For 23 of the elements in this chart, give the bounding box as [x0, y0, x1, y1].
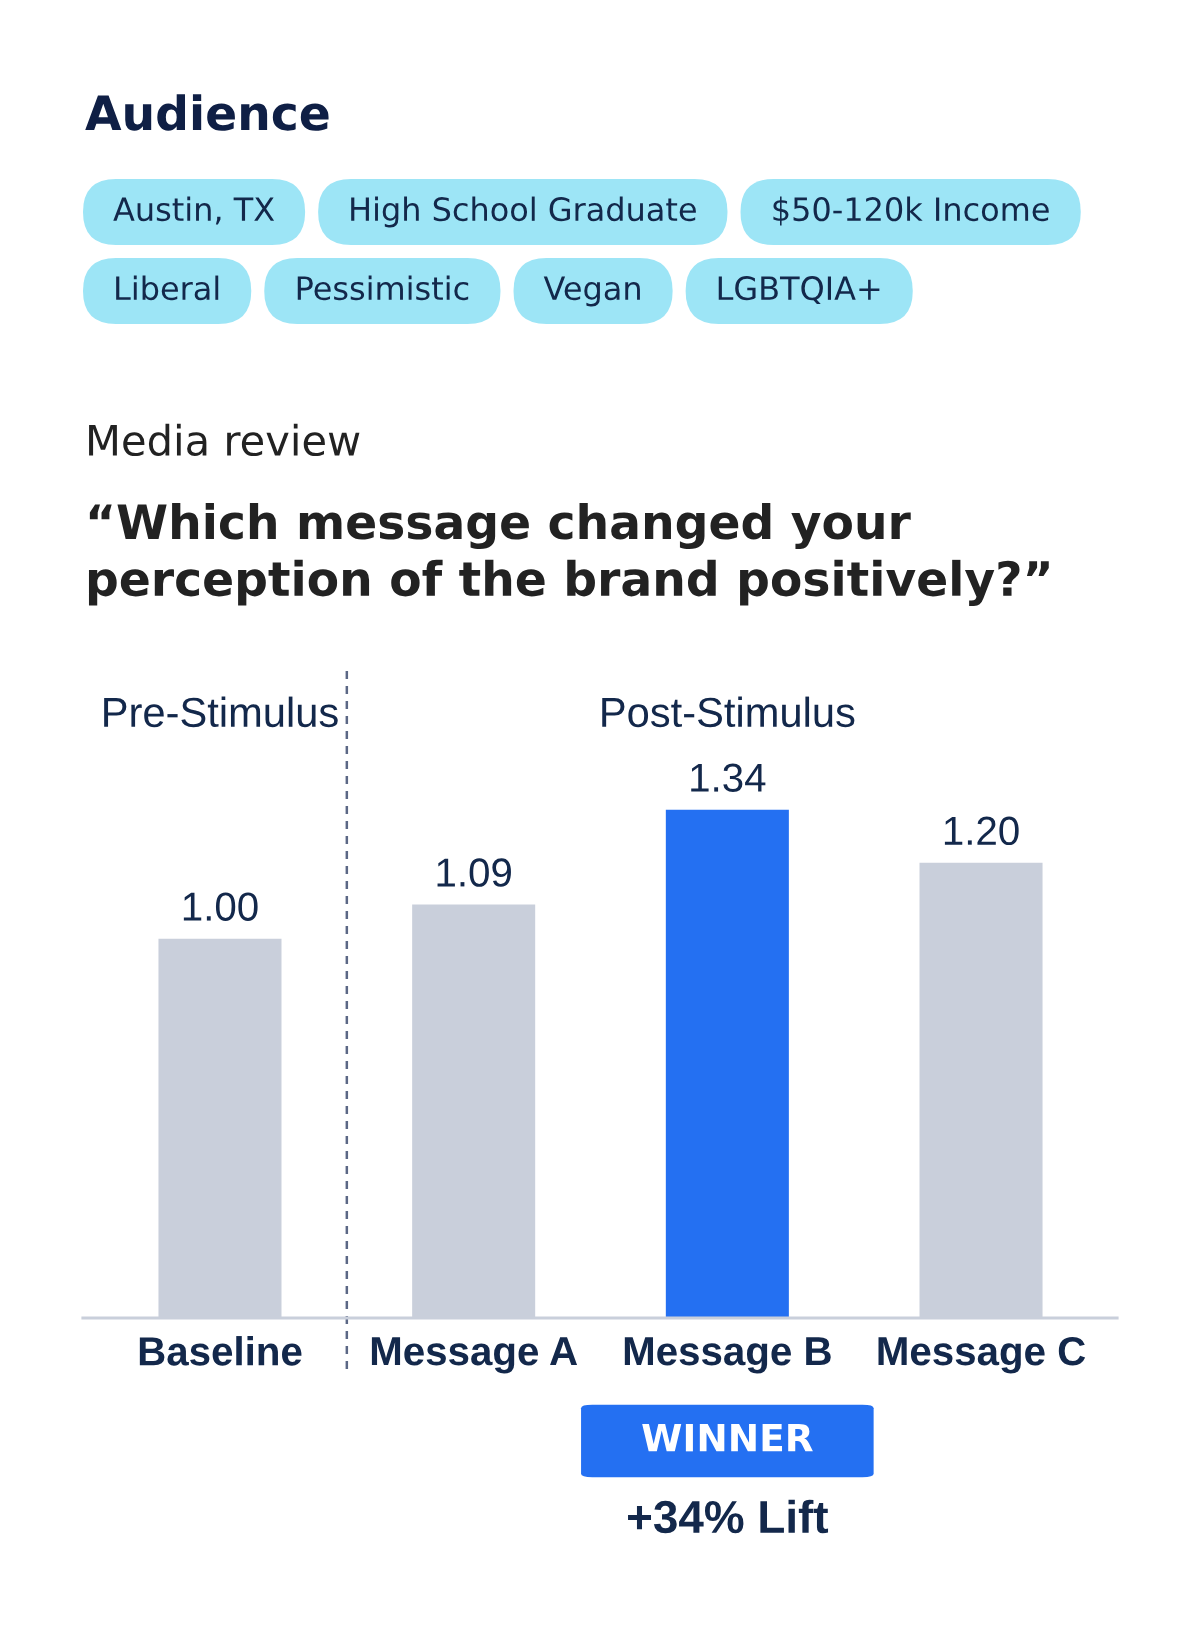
text: Audience: [85, 94, 329, 131]
text: +34% Lift: [628, 1499, 829, 1534]
text: High School Graduate: [351, 196, 696, 228]
x-tick-label: Message A: [371, 1337, 578, 1374]
bar: [665, 809, 789, 1318]
data-label: 1.00: [183, 892, 258, 921]
x-tick-label: Message C: [878, 1336, 1086, 1374]
data-label: 1.34: [691, 763, 766, 792]
data-label: 1.09: [437, 858, 511, 887]
text: LGBTQIA+: [718, 276, 880, 304]
data-label: 1.20: [944, 816, 1019, 846]
text: WINNER: [642, 1424, 813, 1452]
text: Post-Stimulus: [602, 696, 855, 728]
x-tick-label: Baseline: [139, 1336, 302, 1366]
text: Vegan: [543, 276, 640, 307]
text: $50-120k Income: [773, 196, 1049, 226]
x-tick-label: Message B: [624, 1337, 831, 1374]
text: Liberal: [116, 275, 219, 301]
chart-subtitle: Media review: [89, 423, 360, 457]
text: Pre-Stimulus: [104, 696, 338, 728]
chart-title: “Which message changed your perception of the brand positively?”: [88, 503, 1049, 606]
text: Austin, TX: [113, 196, 275, 225]
text: Pessimistic: [297, 275, 469, 301]
